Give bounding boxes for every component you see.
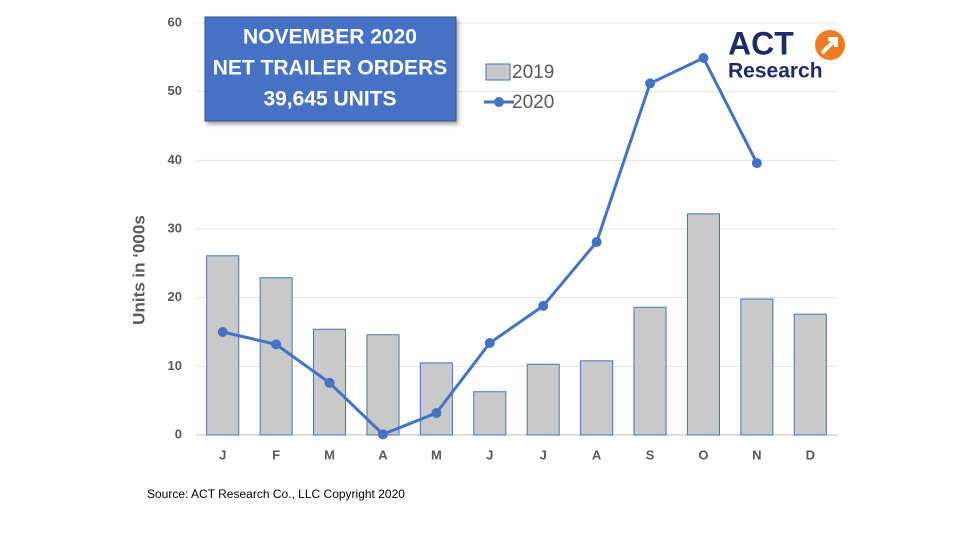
bar [526,363,560,436]
y-tick-label: 50 [168,83,182,98]
bar [633,306,667,436]
annotation-bg [204,16,457,122]
x-tick-label: F [272,447,280,462]
annotation-line: NET TRAILER ORDERS [213,57,448,80]
y-tick-label: 20 [168,289,182,304]
legend-swatch [494,97,504,107]
annotation-line: 39,645 UNITS [263,88,396,111]
y-tick-label: 60 [168,14,182,29]
x-tick-label: J [540,447,547,462]
point [217,327,228,337]
annotation-line: NOVEMBER 2020 [243,26,417,49]
x-tick-label: N [752,447,761,462]
point [698,53,709,64]
logo: ACT Research [728,25,845,83]
x-tick-label: D [806,447,815,462]
bar [206,255,240,436]
x-tick-label: M [324,447,335,462]
y-tick-label: 10 [168,358,182,373]
point [431,408,442,419]
x-tick-label: A [378,447,388,462]
point [484,337,495,348]
legend-label: 2020 [512,92,554,113]
logo-act: ACT [728,25,794,61]
logo-arrow [820,37,838,55]
point [538,300,549,311]
bar [793,313,827,436]
x-tick-label: J [486,447,493,462]
x-tick-label: S [646,447,655,462]
point [591,237,602,248]
bar [580,360,614,436]
x-tick-label: O [698,447,708,462]
x-tick-label: M [431,447,442,462]
y-tick-label: 0 [175,426,182,441]
point [377,429,388,440]
legend-swatch [485,63,511,81]
point [271,339,282,350]
logo-research: Research [728,60,823,83]
bar [686,213,720,436]
y-tick-label: 40 [168,152,182,167]
bar [740,298,774,436]
y-axis-label: Units in ‘000s [129,215,148,325]
x-tick-label: J [219,447,226,462]
x-tick-label: A [592,447,602,462]
y-tick-label: 30 [168,220,182,235]
point [751,158,762,169]
bar [366,334,400,436]
annotation-box: NOVEMBER 2020 NET TRAILER ORDERS 39,645 UN… [204,16,457,122]
point [324,377,335,388]
legend-label: 2019 [512,62,554,83]
source: Source: ACT Research Co., LLC Copyright … [147,487,405,501]
bar [473,391,507,436]
bar [259,277,293,436]
point [645,78,656,89]
